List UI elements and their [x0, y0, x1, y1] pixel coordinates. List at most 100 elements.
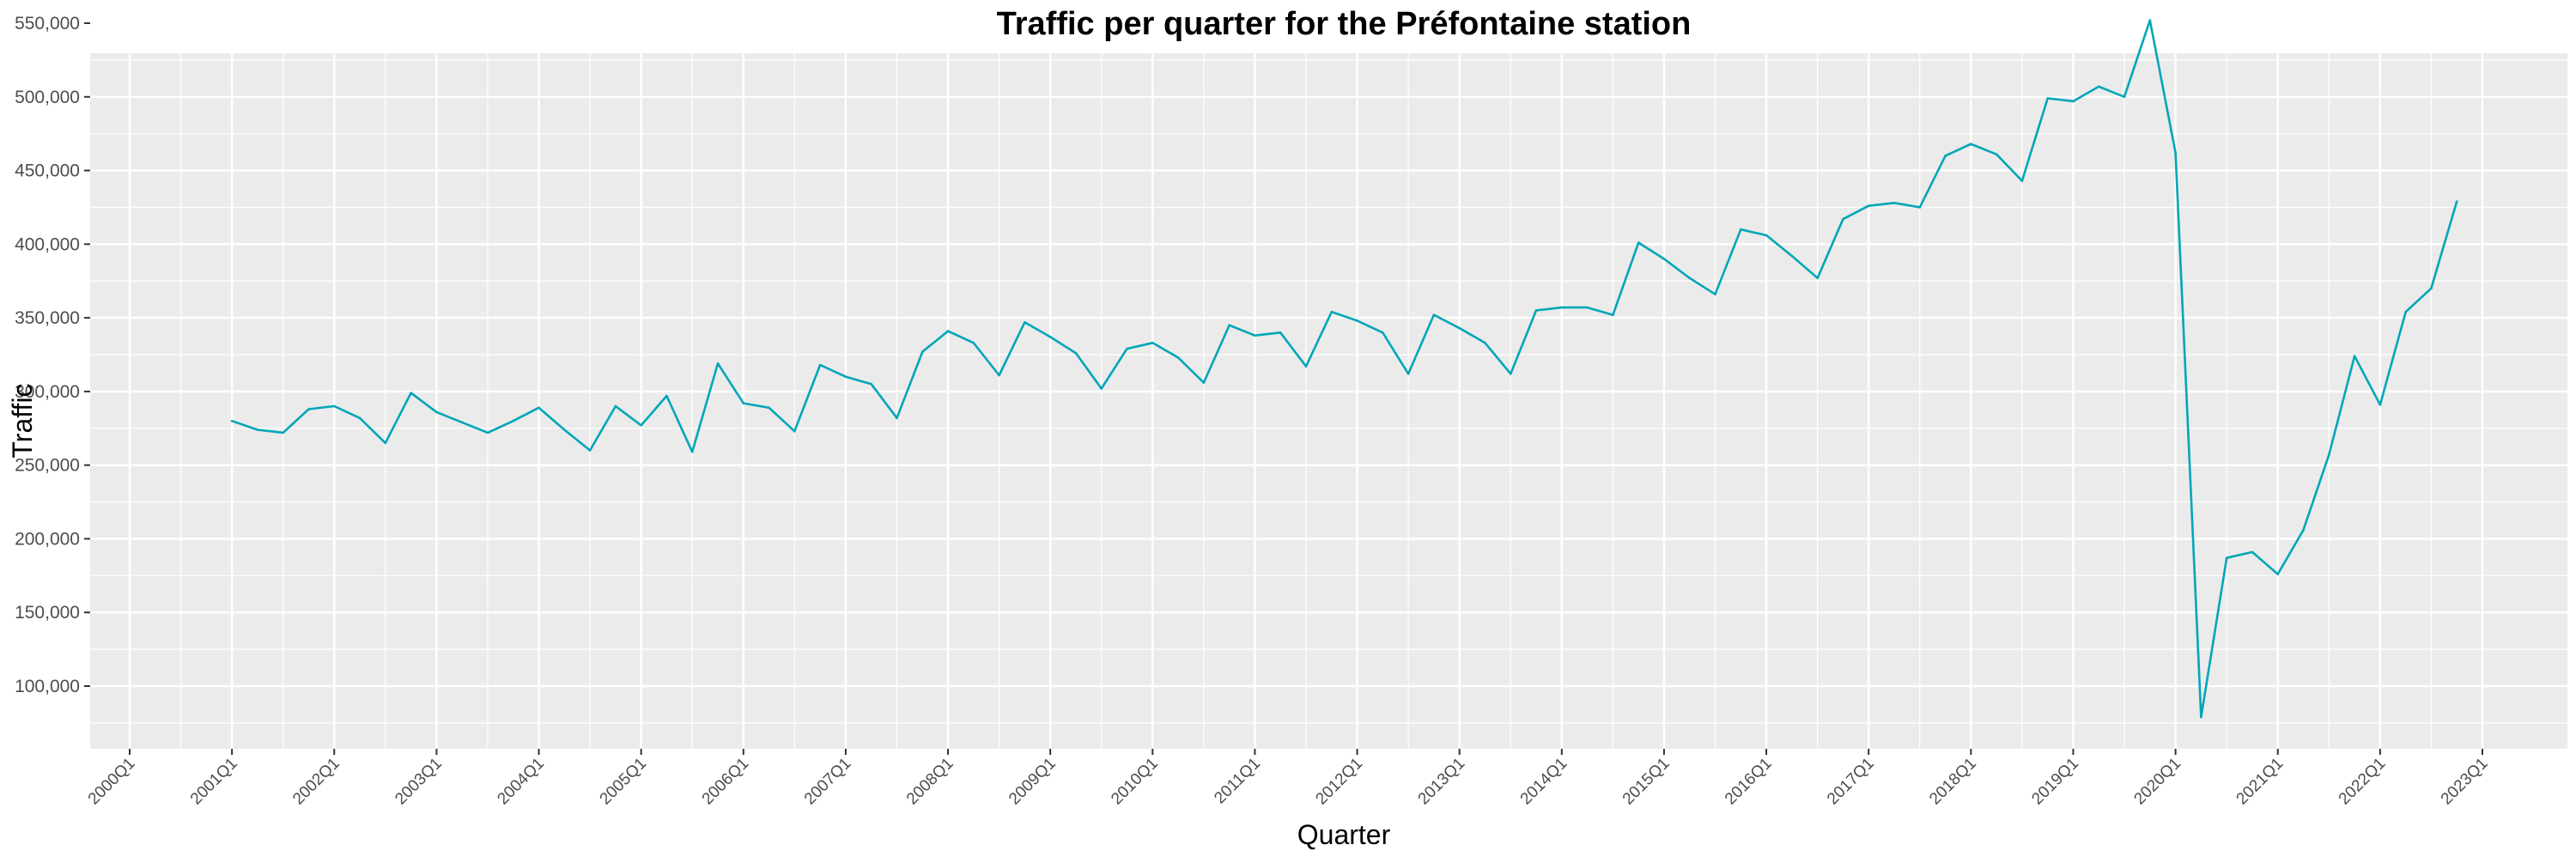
data-point: [1534, 309, 1538, 312]
data-point: [1510, 373, 1512, 375]
data-point: [1765, 234, 1768, 237]
data-point: [1893, 202, 1896, 204]
data-point: [2174, 151, 2177, 155]
x-tick-label: 2022Q1: [2336, 755, 2390, 809]
data-point: [1918, 206, 1922, 209]
x-tick-label: 2007Q1: [801, 755, 855, 809]
y-tick-label: 500,000: [15, 88, 80, 107]
data-point: [486, 431, 489, 435]
data-point: [1100, 387, 1103, 390]
data-point: [972, 342, 975, 344]
x-tick-label: 2012Q1: [1312, 755, 1366, 809]
data-point: [921, 350, 924, 353]
data-point: [690, 450, 694, 453]
data-point: [1279, 331, 1282, 334]
data-point: [2020, 179, 2024, 182]
x-tick-label: 2000Q1: [85, 755, 139, 809]
data-point: [998, 374, 1000, 377]
data-point: [818, 363, 822, 367]
data-point: [1560, 306, 1564, 309]
x-tick-label: 2005Q1: [597, 755, 651, 809]
data-point: [1074, 352, 1078, 355]
data-point: [1176, 356, 1180, 359]
x-tick-label: 2015Q1: [1619, 755, 1674, 809]
data-point: [1330, 310, 1334, 313]
x-tick-label: 2010Q1: [1108, 755, 1162, 809]
x-tick-label: 2018Q1: [1926, 755, 1980, 809]
data-point: [2148, 19, 2152, 21]
data-point: [2098, 85, 2100, 88]
data-point: [2328, 453, 2330, 456]
y-tick-label: 250,000: [15, 456, 80, 476]
data-point: [1202, 381, 1206, 384]
y-tick-label: 150,000: [15, 603, 80, 623]
data-point: [230, 419, 234, 422]
x-tick-label: 2023Q1: [2438, 755, 2492, 809]
x-tick-label: 2009Q1: [1005, 755, 1060, 809]
data-point: [716, 362, 720, 365]
y-axis-title: Traffic: [7, 383, 38, 458]
data-point: [2200, 715, 2202, 719]
data-point: [1432, 313, 1436, 317]
y-tick-label: 200,000: [15, 529, 80, 549]
y-tick-label: 400,000: [15, 234, 80, 254]
data-point: [1970, 143, 1972, 145]
data-point: [665, 394, 668, 398]
data-point: [768, 406, 770, 410]
data-point: [2251, 550, 2254, 554]
data-point: [1637, 241, 1640, 244]
x-tick-label: 2019Q1: [2028, 755, 2082, 809]
x-tick-label: 2014Q1: [1517, 755, 1571, 809]
data-point: [1662, 258, 1666, 260]
data-point: [333, 404, 336, 408]
x-tick-label: 2002Q1: [289, 755, 343, 809]
y-tick-label: 550,000: [15, 14, 80, 33]
data-point: [614, 404, 617, 408]
data-point: [1688, 277, 1691, 280]
data-point: [2276, 573, 2279, 575]
data-point: [563, 428, 566, 431]
data-point: [2379, 404, 2382, 406]
y-tick-label: 350,000: [15, 308, 80, 328]
data-point: [307, 408, 310, 410]
data-point: [844, 375, 848, 379]
data-point: [384, 441, 387, 445]
data-point: [588, 449, 592, 452]
data-point: [1151, 342, 1154, 344]
data-point: [1048, 336, 1052, 338]
x-tick-label: 2013Q1: [1415, 755, 1469, 809]
data-point: [2404, 310, 2407, 313]
data-point: [1867, 204, 1870, 207]
data-point: [538, 406, 540, 410]
y-tick-label: 100,000: [15, 677, 80, 696]
data-point: [256, 428, 259, 431]
data-point: [1228, 324, 1230, 327]
data-point: [1586, 306, 1589, 309]
data-point: [793, 429, 796, 433]
data-point: [2072, 100, 2075, 103]
data-point: [1024, 321, 1026, 324]
data-point: [2302, 528, 2305, 532]
data-point: [1714, 293, 1716, 296]
data-point: [2046, 97, 2049, 100]
data-point: [2123, 95, 2126, 99]
data-point: [1612, 313, 1614, 317]
data-point: [870, 383, 872, 386]
data-point: [2455, 200, 2458, 203]
plot-panel: [90, 53, 2567, 749]
data-point: [1126, 347, 1128, 350]
data-point: [946, 330, 950, 332]
data-point: [742, 402, 745, 404]
data-point: [2225, 556, 2228, 559]
data-point: [1790, 254, 1794, 258]
data-point: [512, 419, 514, 422]
data-point: [640, 424, 642, 427]
data-point: [1484, 342, 1486, 344]
data-point: [1254, 334, 1256, 337]
x-axis-title: Quarter: [1297, 819, 1391, 850]
x-tick-label: 2020Q1: [2130, 755, 2184, 809]
data-point: [1995, 153, 1998, 155]
data-point: [1382, 331, 1384, 334]
